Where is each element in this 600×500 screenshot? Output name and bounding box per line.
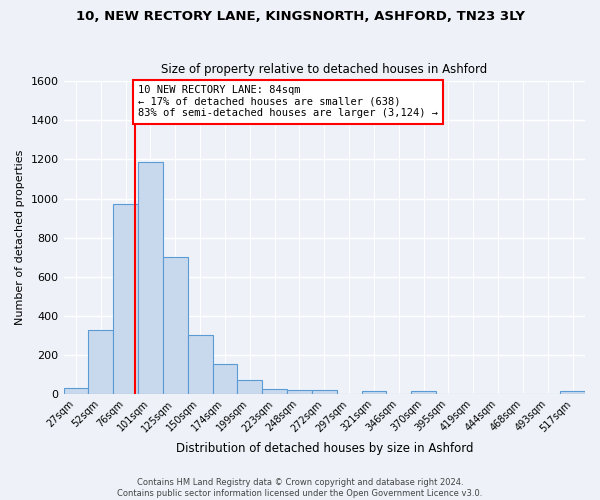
Bar: [138, 162, 163, 394]
Y-axis label: Number of detached properties: Number of detached properties: [15, 150, 25, 326]
Bar: [560, 391, 585, 394]
Text: 10, NEW RECTORY LANE, KINGSNORTH, ASHFORD, TN23 3LY: 10, NEW RECTORY LANE, KINGSNORTH, ASHFOR…: [76, 10, 524, 23]
X-axis label: Distribution of detached houses by size in Ashford: Distribution of detached houses by size …: [176, 442, 473, 455]
Bar: [312, 390, 337, 394]
Bar: [411, 391, 436, 394]
Bar: [188, 335, 212, 394]
Bar: [163, 257, 188, 394]
Bar: [238, 380, 262, 394]
Bar: [212, 364, 238, 394]
Bar: [113, 204, 138, 394]
Text: Contains HM Land Registry data © Crown copyright and database right 2024.
Contai: Contains HM Land Registry data © Crown c…: [118, 478, 482, 498]
Bar: [362, 391, 386, 394]
Bar: [262, 389, 287, 394]
Bar: [64, 388, 88, 394]
Title: Size of property relative to detached houses in Ashford: Size of property relative to detached ho…: [161, 63, 487, 76]
Bar: [88, 330, 113, 394]
Text: 10 NEW RECTORY LANE: 84sqm
← 17% of detached houses are smaller (638)
83% of sem: 10 NEW RECTORY LANE: 84sqm ← 17% of deta…: [138, 85, 438, 118]
Bar: [287, 390, 312, 394]
